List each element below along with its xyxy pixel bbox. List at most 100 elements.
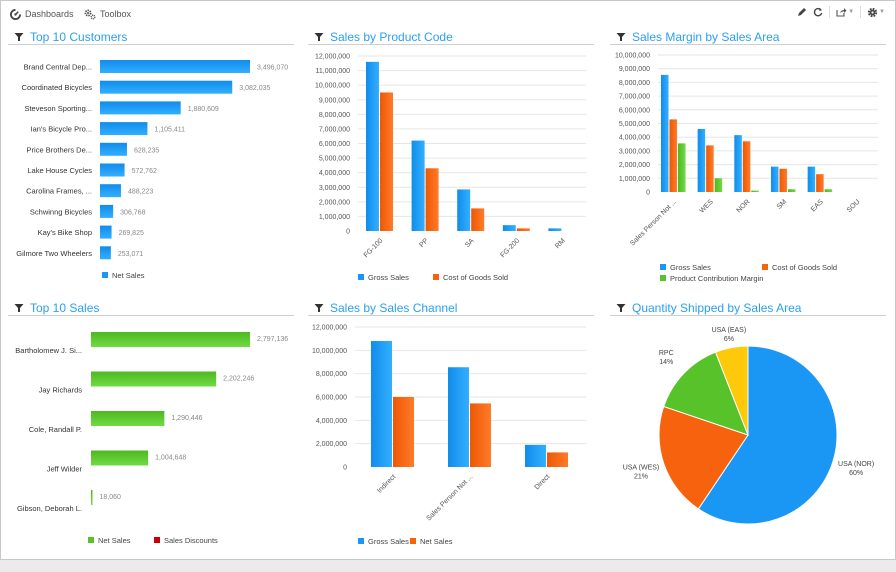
dashboard-icon xyxy=(10,8,21,20)
y-tick-label: 4,000,000 xyxy=(619,135,650,142)
edit-icon xyxy=(798,8,807,16)
category-label: Brand Central Dep... xyxy=(24,63,92,72)
data-label: 1,290,446 xyxy=(171,415,202,422)
bar xyxy=(100,122,148,136)
bar xyxy=(547,452,568,467)
bar xyxy=(380,92,393,231)
panel-top-sales: Top 10 Sales Bartholomew J. Si... 2,797,1… xyxy=(8,300,294,555)
y-tick-label: 10,000,000 xyxy=(312,348,347,355)
slice-label: RPC xyxy=(659,350,674,357)
refresh-button[interactable] xyxy=(813,7,823,17)
nav-toolbox[interactable]: Toolbox xyxy=(84,7,131,21)
data-label: 2,202,246 xyxy=(223,376,254,383)
y-tick-label: 2,000,000 xyxy=(316,441,347,448)
filter-icon[interactable] xyxy=(616,303,626,313)
category-label: Cole, Randall P. xyxy=(29,425,82,434)
product-code-chart: 0 1,000,000 2,000,000 3,000,000 4,000,000 5,0… xyxy=(315,54,586,282)
legend-label: Gross Sales xyxy=(368,273,409,282)
legend-label: Net Sales xyxy=(98,536,131,545)
sales-channel-chart: 0 2,000,000 4,000,000 6,000,000 8,000,000 10,… xyxy=(312,325,586,546)
bar xyxy=(100,60,250,73)
filter-icon[interactable] xyxy=(314,32,324,42)
top-sales-chart: Bartholomew J. Si... 2,797,136 Jay Richard… xyxy=(15,332,288,545)
data-label: 18,060 xyxy=(100,494,122,501)
legend-label: Net Sales xyxy=(112,271,145,280)
y-tick-label: 7,000,000 xyxy=(319,126,350,133)
share-icon xyxy=(836,8,847,17)
data-label: 1,105,411 xyxy=(154,127,185,134)
y-tick-label: 9,000,000 xyxy=(619,66,650,73)
panel-product-code: Sales by Product Code 0 1,000,000 2,000,00… xyxy=(308,29,594,291)
data-label: 3,082,035 xyxy=(239,85,270,92)
bar xyxy=(779,168,787,192)
bar xyxy=(371,341,392,467)
y-tick-label: 12,000,000 xyxy=(312,325,347,332)
filter-icon[interactable] xyxy=(14,32,24,42)
share-button[interactable]: ▼ xyxy=(836,7,854,17)
bar xyxy=(816,174,824,192)
data-label: 572,762 xyxy=(132,168,157,175)
nav-toolbox-label: Toolbox xyxy=(100,9,132,19)
bar xyxy=(742,141,751,192)
pie-slice xyxy=(663,351,749,436)
legend-label: Cost of Goods Sold xyxy=(772,263,837,272)
panel-header: Quantity Shipped by Sales Area xyxy=(610,300,886,316)
bar xyxy=(678,143,686,192)
legend-label: Cost of Goods Sold xyxy=(443,273,508,282)
bar xyxy=(448,367,469,467)
y-tick-label: 8,000,000 xyxy=(316,371,347,378)
nav-dashboards[interactable]: Dashboards xyxy=(10,7,74,21)
panel-title: Sales by Sales Channel xyxy=(330,300,458,315)
slice-percent: 6% xyxy=(724,336,734,343)
x-tick-label: SA xyxy=(464,237,476,249)
panel-header: Top 10 Sales xyxy=(8,300,294,316)
bar xyxy=(771,166,779,192)
y-tick-label: 2,000,000 xyxy=(619,162,650,169)
data-label: 2,797,136 xyxy=(257,336,288,343)
legend-swatch xyxy=(154,537,160,543)
filter-icon[interactable] xyxy=(314,303,324,313)
panel-title: Top 10 Sales xyxy=(30,300,100,315)
settings-icon xyxy=(867,7,878,17)
x-tick-label: NOR xyxy=(736,198,752,214)
toolbar-separator xyxy=(860,6,862,18)
pie-slice xyxy=(714,345,749,436)
bar xyxy=(91,450,149,466)
sales-margin-chart: 0 1,000,000 2,000,000 3,000,000 4,000,000 5,0… xyxy=(615,53,878,283)
category-label: Bartholomew J. Si... xyxy=(15,346,82,355)
bar xyxy=(393,397,414,467)
y-tick-label: 3,000,000 xyxy=(619,148,650,155)
slice-label: USA (WES) xyxy=(623,464,660,471)
x-tick-label: Direct xyxy=(534,473,552,491)
y-tick-label: 10,000,000 xyxy=(315,83,350,90)
category-label: Schwinng Bicycles xyxy=(30,207,92,216)
y-tick-label: 0 xyxy=(646,190,650,197)
filter-icon[interactable] xyxy=(14,303,24,313)
bar xyxy=(100,246,111,260)
filter-icon[interactable] xyxy=(616,32,626,42)
data-label: 1,880,609 xyxy=(188,106,219,113)
y-tick-label: 6,000,000 xyxy=(316,395,347,402)
x-tick-label: Sales Person Not ... xyxy=(629,198,678,247)
slice-percent: 60% xyxy=(849,470,863,477)
legend-swatch xyxy=(410,538,416,544)
edit-button[interactable] xyxy=(797,7,807,17)
x-tick-label: WES xyxy=(699,198,715,214)
bar xyxy=(714,178,723,192)
x-tick-label: Sales Person Not ... xyxy=(425,473,474,522)
bar xyxy=(411,140,425,231)
panel-header: Sales by Sales Channel xyxy=(308,300,594,316)
y-tick-label: 6,000,000 xyxy=(619,107,650,114)
y-tick-label: 8,000,000 xyxy=(319,112,350,119)
settings-button[interactable]: ▼ xyxy=(867,7,885,18)
legend-swatch xyxy=(88,537,94,543)
y-tick-label: 12,000,000 xyxy=(315,54,350,61)
qty-shipped-chart: USA (NOR) 60% USA (WES) 21% RPC 14% USA (EAS) 6… xyxy=(623,327,874,525)
slice-percent: 21% xyxy=(634,473,648,480)
share-caret-icon: ▼ xyxy=(848,9,855,15)
legend-label: Product Contribution Margin xyxy=(670,274,763,283)
bar xyxy=(471,208,485,231)
bar xyxy=(697,128,706,192)
category-label: Lake House Cycles xyxy=(27,166,92,175)
x-tick-label: FG-200 xyxy=(499,237,521,259)
